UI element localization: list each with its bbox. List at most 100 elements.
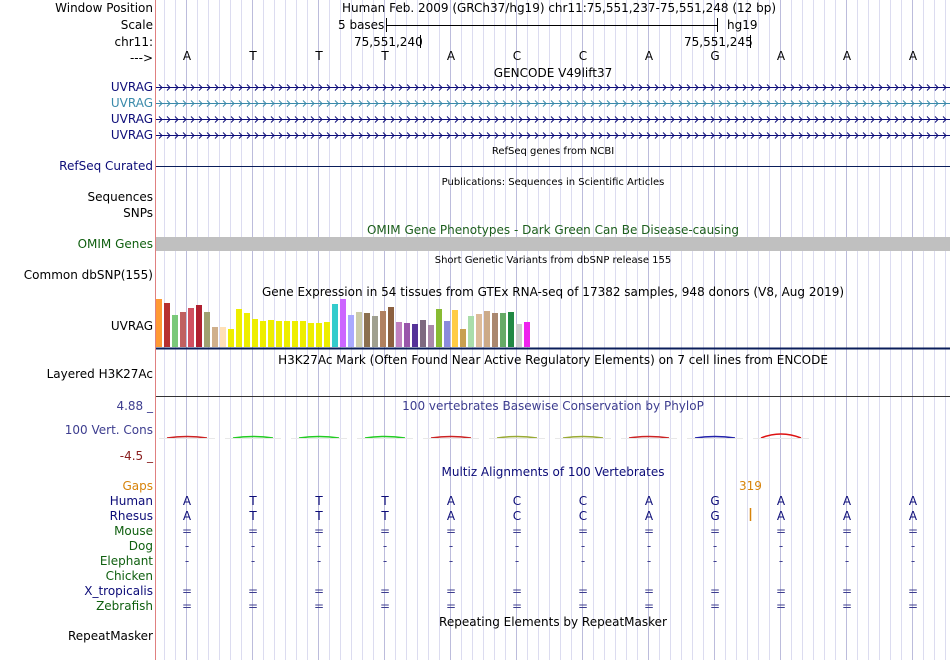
coord-label-2: 75,551,245	[684, 35, 753, 49]
alignment-base: =	[841, 524, 853, 538]
alignment-base: A	[908, 494, 918, 508]
species-label[interactable]: Mouse	[114, 524, 153, 538]
gencode-gene-label[interactable]: UVRAG	[110, 80, 153, 94]
gtex-tissue-bar	[284, 321, 290, 347]
conservation-score-mark	[628, 435, 670, 439]
alignment-base: =	[775, 584, 787, 598]
alignment-base: =	[907, 584, 919, 598]
refseq-track-label[interactable]: RefSeq Curated	[59, 159, 153, 173]
alignment-base: =	[181, 524, 193, 538]
omim-track-label[interactable]: OMIM Genes	[77, 237, 153, 251]
alignment-base: =	[379, 524, 391, 538]
gtex-tissue-bar	[476, 314, 482, 347]
gtex-tissue-bar	[220, 327, 226, 347]
base-letter: T	[381, 49, 389, 63]
refseq-track-title[interactable]: RefSeq genes from NCBI	[491, 146, 615, 157]
base-letter: C	[512, 49, 522, 63]
species-label[interactable]: Elephant	[99, 554, 153, 568]
gtex-tissue-bar	[156, 299, 162, 347]
alignment-base: G	[710, 494, 720, 508]
gtex-gene-label[interactable]: UVRAG	[110, 319, 153, 333]
species-label[interactable]: Zebrafish	[96, 599, 153, 613]
gene-strand-chevrons	[158, 132, 947, 139]
alignment-base: =	[247, 599, 259, 613]
cons-min-label: -4.5 _	[119, 449, 153, 463]
repeatmasker-track-title[interactable]: Repeating Elements by RepeatMasker	[439, 615, 667, 629]
gtex-track-title[interactable]: Gene Expression in 54 tissues from GTEx …	[261, 285, 845, 299]
gencode-gene-label[interactable]: UVRAG	[110, 96, 153, 110]
conservation-score-mark	[232, 435, 274, 439]
base-letter: G	[710, 49, 720, 63]
gencode-gene-label[interactable]: UVRAG	[110, 128, 153, 142]
gtex-tissue-bar	[420, 320, 426, 347]
base-letter: A	[644, 49, 654, 63]
gtex-tissue-bar	[228, 329, 234, 347]
gencode-gene-label[interactable]: UVRAG	[110, 112, 153, 126]
gtex-tissue-bar	[412, 324, 418, 347]
gtex-tissue-bar	[452, 310, 458, 347]
gtex-tissue-bar	[332, 304, 338, 347]
conservation-score-mark	[562, 435, 604, 439]
gtex-tissue-bar	[324, 322, 330, 347]
gtex-tissue-bar	[484, 311, 490, 347]
species-label[interactable]: Dog	[128, 539, 153, 553]
alignment-base: =	[511, 599, 523, 613]
alignment-base: -	[580, 539, 586, 553]
alignment-base: -	[250, 539, 256, 553]
alignment-base: =	[643, 599, 655, 613]
species-label[interactable]: Rhesus	[109, 509, 153, 523]
omim-track-title[interactable]: OMIM Gene Phenotypes - Dark Green Can Be…	[366, 223, 740, 237]
gtex-tissue-bar	[460, 329, 466, 347]
dbsnp-track-label[interactable]: Common dbSNP(155)	[23, 268, 153, 282]
alignment-base: A	[182, 509, 192, 523]
alignment-base: -	[250, 554, 256, 568]
alignment-base: -	[382, 539, 388, 553]
alignment-base: A	[182, 494, 192, 508]
gtex-tissue-bar	[252, 319, 258, 347]
base-letter: C	[578, 49, 588, 63]
alignment-base: =	[907, 599, 919, 613]
h3k27ac-track-title[interactable]: H3K27Ac Mark (Often Found Near Active Re…	[278, 353, 828, 367]
gtex-tissue-bar	[508, 312, 514, 347]
alignment-base: -	[448, 539, 454, 553]
alignment-base: -	[184, 554, 190, 568]
gtex-tissue-bar	[388, 307, 394, 347]
alignment-base: A	[776, 494, 786, 508]
gtex-tissue-bar	[516, 324, 522, 347]
species-label[interactable]: Chicken	[105, 569, 153, 583]
multiz-track-title[interactable]: Multiz Alignments of 100 Vertebrates	[441, 465, 665, 479]
cons-track-title[interactable]: 100 vertebrates Basewise Conservation by…	[402, 399, 704, 413]
alignment-base: -	[712, 539, 718, 553]
pubs-snps-label[interactable]: SNPs	[123, 206, 153, 220]
alignment-base: =	[709, 599, 721, 613]
repeatmasker-track-label[interactable]: RepeatMasker	[67, 629, 153, 643]
base-letter: A	[182, 49, 192, 63]
alignment-base: =	[511, 524, 523, 538]
species-label[interactable]: Human	[109, 494, 153, 508]
alignment-base: T	[249, 509, 257, 523]
alignment-base: =	[181, 599, 193, 613]
gencode-track-title[interactable]: GENCODE V49lift37	[493, 66, 613, 80]
cons-track-label[interactable]: 100 Vert. Cons	[64, 423, 153, 437]
dbsnp-track-title[interactable]: Short Genetic Variants from dbSNP releas…	[434, 255, 672, 266]
alignment-base: =	[445, 584, 457, 598]
gtex-tissue-bar	[236, 309, 242, 347]
alignment-base: A	[842, 494, 852, 508]
species-label[interactable]: X_tropicalis	[84, 584, 153, 598]
alignment-base: =	[313, 599, 325, 613]
omim-gene-bar	[156, 237, 950, 251]
alignment-base: -	[448, 554, 454, 568]
alignment-base: =	[445, 524, 457, 538]
alignment-base: T	[381, 509, 389, 523]
gene-strand-chevrons	[158, 84, 947, 91]
conservation-score-mark	[364, 435, 406, 439]
h3k27ac-track-label[interactable]: Layered H3K27Ac	[46, 367, 153, 381]
alignment-base: =	[379, 599, 391, 613]
alignment-base: =	[709, 584, 721, 598]
pubs-track-title[interactable]: Publications: Sequences in Scientific Ar…	[441, 177, 665, 188]
pubs-sequences-label[interactable]: Sequences	[87, 190, 153, 204]
alignment-base: -	[184, 539, 190, 553]
scale-assembly: hg19	[727, 18, 758, 32]
conservation-score-mark	[496, 435, 538, 439]
